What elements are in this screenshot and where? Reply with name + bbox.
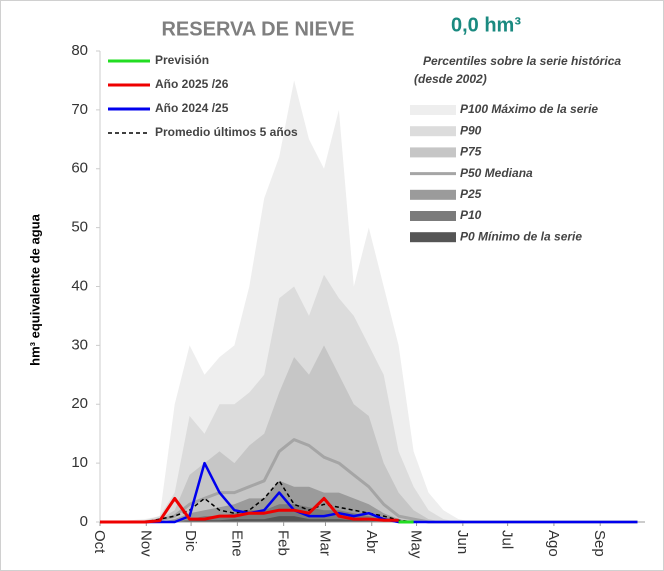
percentile-area <box>100 516 638 522</box>
y-tick-label: 70 <box>71 101 88 118</box>
y-tick-label: 60 <box>71 160 88 177</box>
legend-label: P75 <box>460 145 482 159</box>
legend-label: P50 Mediana <box>460 166 533 180</box>
y-axis-label: hm³ equivalente de agua <box>27 213 42 365</box>
legend-label: P10 <box>460 208 482 222</box>
legend-swatch <box>410 189 456 200</box>
legend-swatch <box>410 126 456 137</box>
legend-swatch <box>410 147 456 158</box>
legend-label: P90 <box>460 123 482 137</box>
percentile-area <box>100 345 638 522</box>
chart-subtitle: 0,0 hm³ <box>451 14 521 36</box>
y-tick-label: 30 <box>71 336 88 353</box>
x-tick-label: Jul <box>499 530 516 549</box>
x-tick-label: Feb <box>275 530 292 556</box>
x-tick-label: Sep <box>591 530 608 557</box>
legend-subtitle: (desde 2002) <box>414 72 487 86</box>
x-tick-label: Oct <box>91 530 108 554</box>
series-line <box>100 496 399 524</box>
x-tick-label: Dic <box>182 530 199 552</box>
x-tick-label: Abr <box>363 530 380 553</box>
y-tick-label: 40 <box>71 277 88 294</box>
legend-title: Percentiles sobre la serie histórica <box>423 54 621 68</box>
legend-label: Año 2024 /25 <box>155 101 229 115</box>
series-line <box>100 461 638 524</box>
legend-swatch <box>410 105 456 115</box>
chart-title: RESERVA DE NIEVE <box>161 18 354 40</box>
percentile-area <box>100 274 638 522</box>
legend-label: P100 Máximo de la serie <box>460 102 598 116</box>
x-tick-label: Ene <box>228 530 245 557</box>
percentile-area <box>100 480 638 522</box>
x-tick-label: May <box>408 530 425 559</box>
y-tick-label: 80 <box>71 42 88 59</box>
x-tick-label: Nov <box>137 530 154 557</box>
y-tick-label: 20 <box>71 395 88 412</box>
legend-label: Promedio últimos 5 años <box>155 125 298 139</box>
x-tick-label: Mar <box>316 530 333 556</box>
legend-label: Previsión <box>155 53 209 67</box>
legend-swatch <box>410 211 456 221</box>
legend-label: P0 Mínimo de la serie <box>460 229 582 243</box>
legend-label: Año 2025 /26 <box>155 77 229 91</box>
legend-label: P25 <box>460 187 482 201</box>
x-tick-label: Ago <box>545 530 562 557</box>
y-tick-label: 0 <box>80 513 88 530</box>
x-tick-label: Jun <box>454 530 471 554</box>
y-tick-label: 10 <box>71 454 88 471</box>
legend-swatch <box>410 232 456 243</box>
y-tick-label: 50 <box>71 219 88 236</box>
